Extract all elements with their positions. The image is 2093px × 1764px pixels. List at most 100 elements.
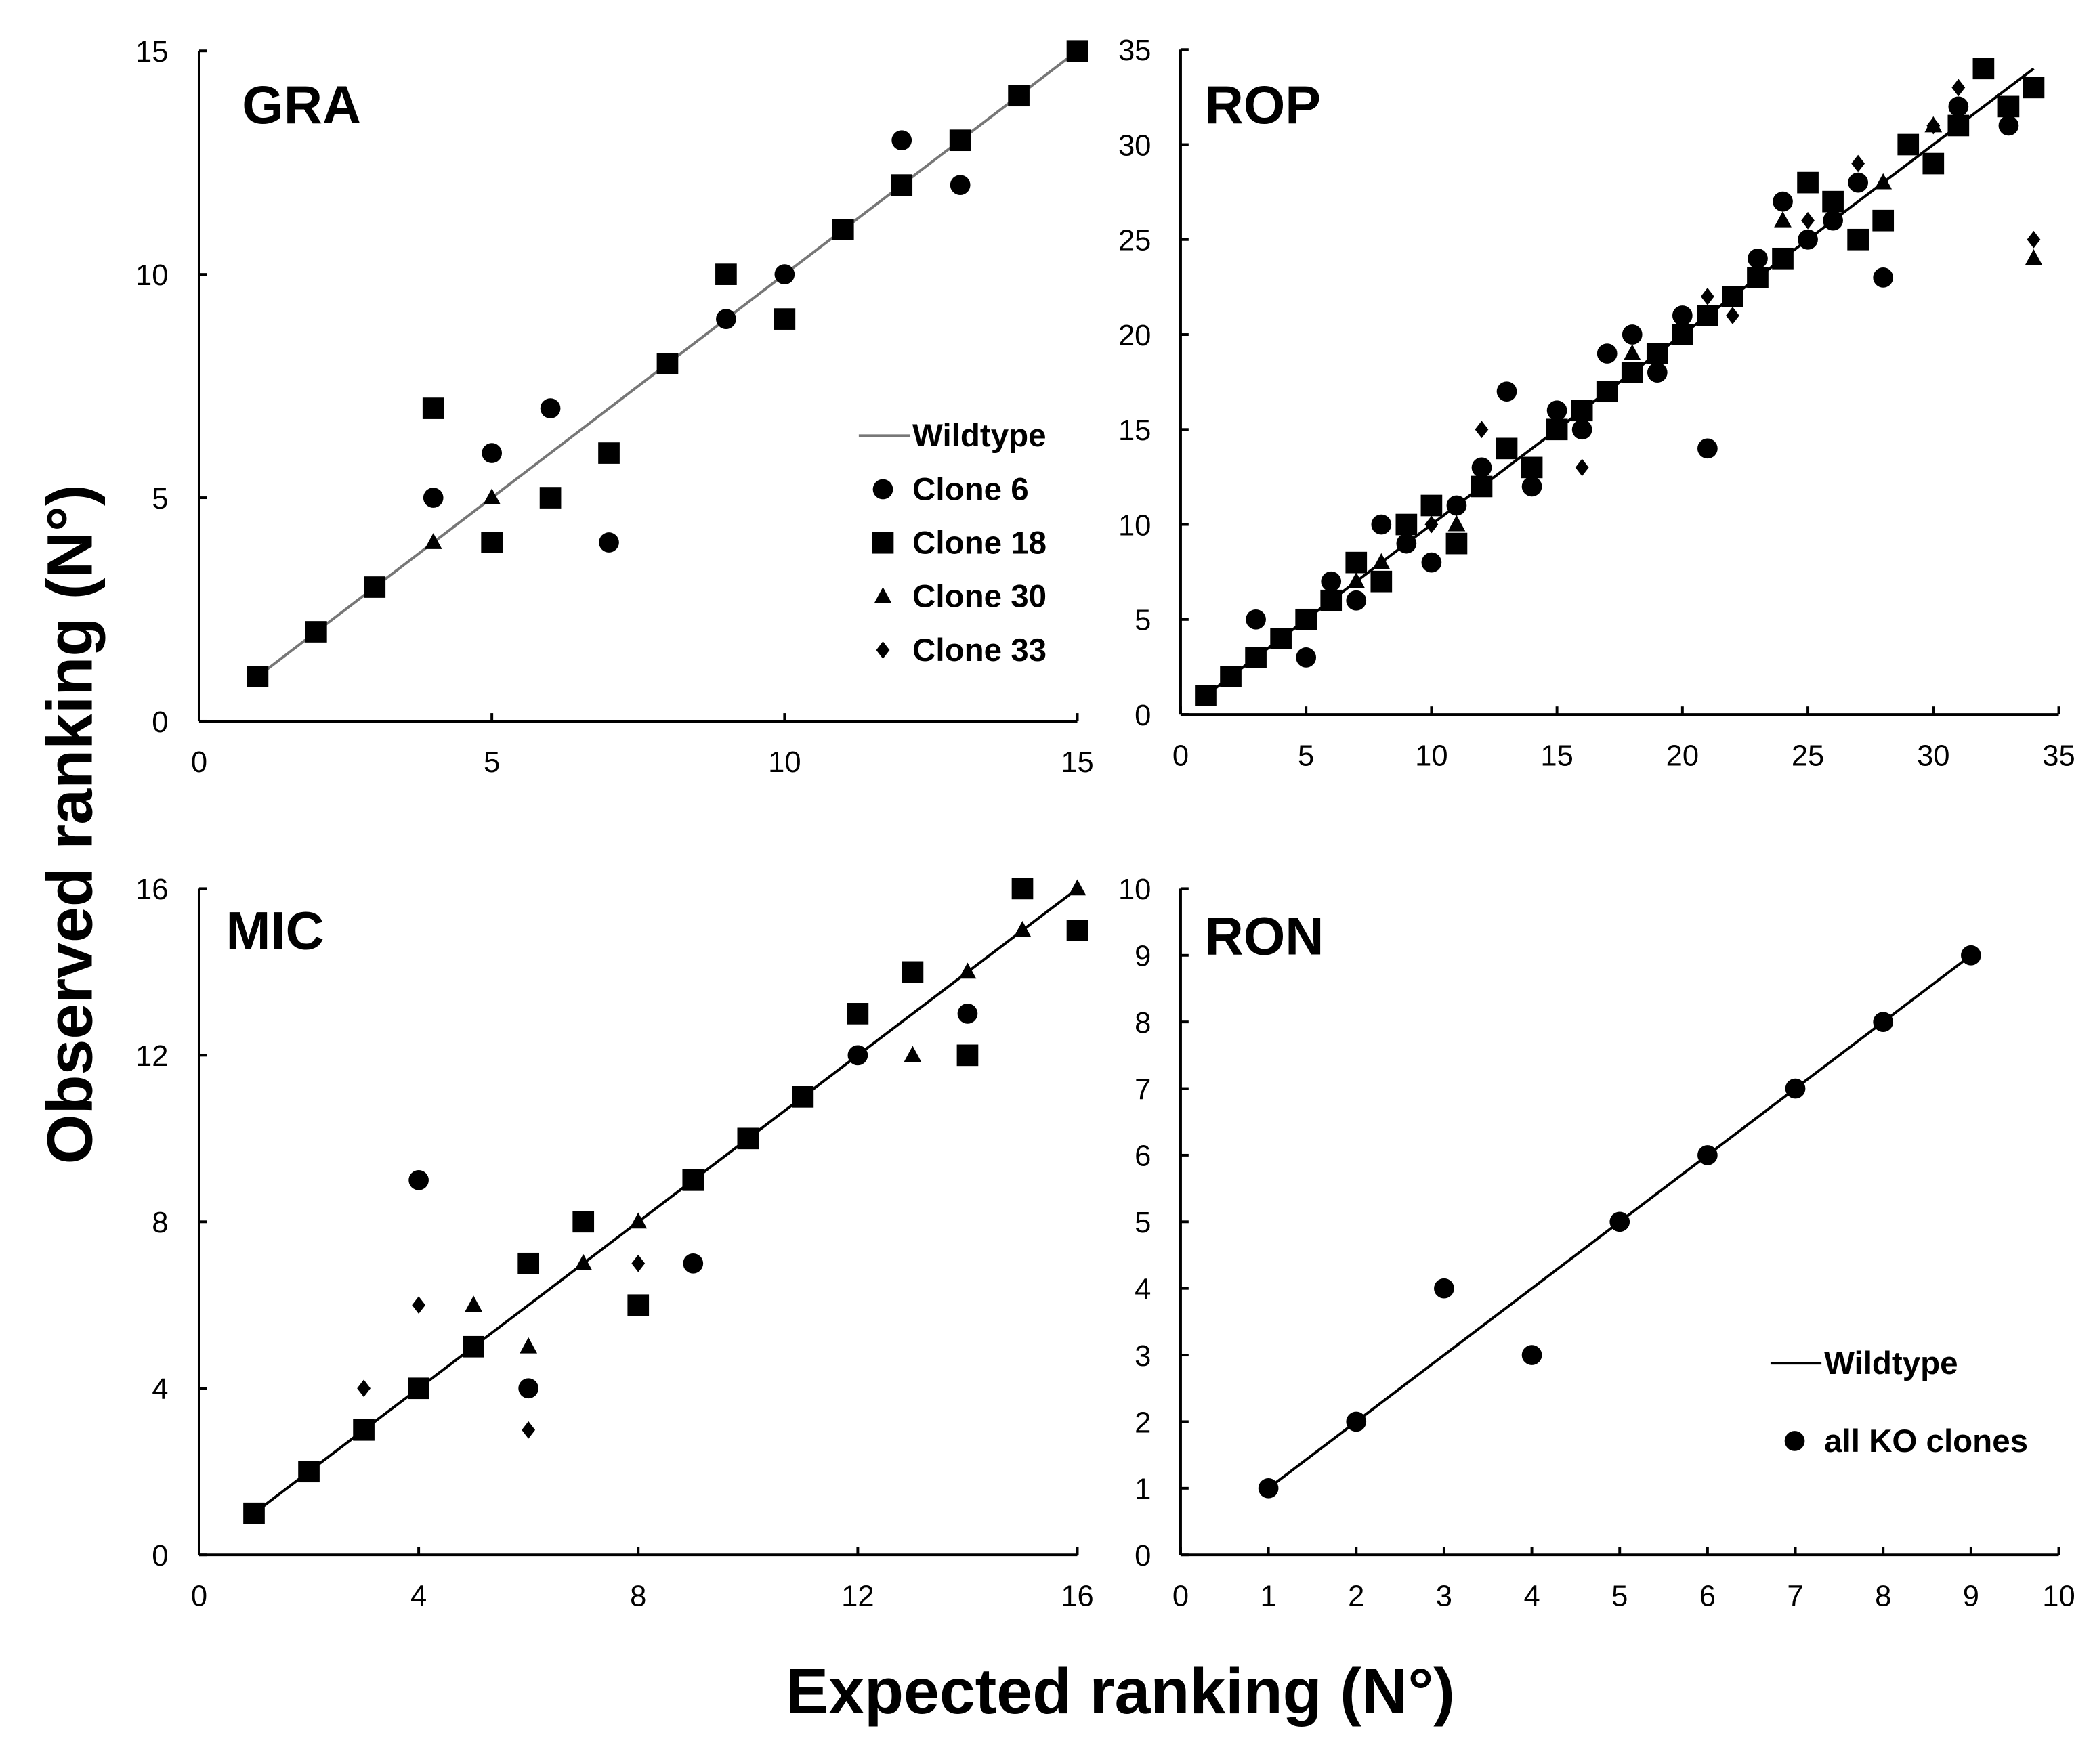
square-point: [682, 1169, 704, 1191]
y-tick-label: 1: [1135, 1473, 1151, 1506]
circle-point: [1258, 1478, 1279, 1499]
x-tick-label: 16: [1061, 1580, 1093, 1612]
diamond-point: [2027, 230, 2041, 249]
diamond-point: [1801, 211, 1815, 230]
series-clone-30: [424, 488, 501, 549]
x-tick-label: 4: [410, 1580, 427, 1612]
x-tick-label: 10: [768, 746, 801, 779]
circle-point: [423, 488, 444, 508]
legend-diamond-icon: [876, 641, 890, 659]
x-tick-label: 10: [1415, 739, 1447, 772]
diamond-point: [357, 1379, 371, 1398]
y-tick-label: 10: [135, 259, 168, 292]
y-tick-label: 8: [1135, 1007, 1151, 1039]
y-tick-label: 15: [1118, 414, 1151, 447]
y-tick-label: 8: [152, 1207, 168, 1239]
square-point: [1471, 475, 1493, 498]
x-tick-label: 4: [1523, 1580, 1540, 1612]
y-tick-label: 15: [135, 36, 168, 68]
y-tick-label: 7: [1135, 1073, 1151, 1106]
y-axis-label: Observed ranking (N°): [35, 484, 106, 1164]
legend-square-icon: [872, 532, 894, 554]
y-tick-label: 30: [1118, 129, 1151, 162]
y-tick-label: 4: [152, 1373, 168, 1406]
panel-title: RON: [1205, 905, 1324, 966]
square-point: [1822, 190, 1844, 213]
square-point: [1972, 58, 1995, 80]
circle-point: [1785, 1078, 1806, 1099]
square-point: [1066, 40, 1088, 62]
series-triangle: [1347, 116, 2043, 588]
y-tick-label: 0: [1135, 1540, 1151, 1572]
x-tick-label: 8: [1875, 1580, 1891, 1612]
series-circle: [1246, 96, 2019, 668]
square-point: [1747, 267, 1769, 288]
legend-label: Wildtype: [1824, 1346, 1958, 1381]
x-axis-label: Expected ranking (N°): [786, 1656, 1455, 1727]
square-point: [1672, 324, 1693, 345]
circle-point: [1571, 419, 1592, 440]
circle-point: [1873, 267, 1894, 288]
circle-point: [1697, 438, 1718, 459]
diamond-point: [1851, 154, 1865, 173]
legend-label: Clone 18: [912, 525, 1046, 561]
series-triangle: [465, 879, 1086, 1354]
x-tick-label: 8: [630, 1580, 646, 1612]
square-point: [463, 1335, 484, 1358]
legend-label: Clone 30: [912, 579, 1046, 615]
square-point: [1295, 608, 1317, 630]
series-diamond: [357, 1254, 646, 1439]
circle-point: [1346, 590, 1367, 611]
circle-point: [1948, 96, 1969, 117]
legend-label: all KO clones: [1824, 1423, 2028, 1459]
panel-title: ROP: [1205, 74, 1322, 135]
square-point: [1066, 920, 1088, 941]
square-point: [598, 442, 620, 464]
circle-point: [1521, 1345, 1542, 1365]
square-point: [792, 1086, 814, 1108]
square-point: [1947, 114, 1970, 137]
x-tick-label: 0: [1172, 1580, 1189, 1612]
square-point: [1872, 209, 1895, 232]
y-tick-label: 35: [1118, 35, 1151, 67]
square-point: [1772, 247, 1794, 270]
square-point: [1646, 343, 1668, 364]
legend: Wildtype all KO clones: [1770, 1346, 2028, 1459]
y-tick-label: 5: [1135, 1207, 1151, 1239]
square-point: [1245, 647, 1267, 668]
diamond-point: [631, 1254, 646, 1272]
y-tick-label: 3: [1135, 1340, 1151, 1373]
triangle-point: [1774, 211, 1792, 228]
diamond-point: [1424, 515, 1439, 534]
square-point: [364, 576, 386, 598]
circle-point: [716, 309, 736, 329]
y-tick-label: 0: [152, 1540, 168, 1572]
circle-point: [408, 1169, 429, 1190]
square-point: [1571, 400, 1593, 422]
legend-label: Clone 33: [912, 632, 1046, 668]
series-clone-18: [247, 40, 1088, 687]
circle-point: [957, 1004, 978, 1024]
circle-point: [599, 532, 619, 553]
triangle-point: [424, 533, 442, 549]
circle-point: [1622, 324, 1643, 345]
diamond-point: [1726, 307, 1739, 324]
square-point: [737, 1127, 759, 1150]
square-point: [481, 532, 503, 553]
x-tick-label: 5: [1611, 1580, 1628, 1612]
circle-point: [1798, 229, 1818, 250]
square-point: [408, 1377, 429, 1400]
y-tick-label: 9: [1135, 941, 1151, 973]
circle-point: [950, 175, 971, 196]
x-tick-label: 1: [1260, 1580, 1276, 1612]
triangle-point: [574, 1253, 593, 1270]
circle-point: [1296, 647, 1317, 668]
square-point: [1596, 381, 1618, 403]
square-point: [627, 1294, 650, 1316]
square-point: [774, 308, 796, 330]
y-tick-label: 0: [152, 706, 168, 739]
circle-point: [1961, 945, 1981, 966]
legend-label: Wildtype: [912, 418, 1046, 454]
square-point: [1320, 589, 1343, 611]
x-tick-label: 5: [1298, 739, 1314, 772]
